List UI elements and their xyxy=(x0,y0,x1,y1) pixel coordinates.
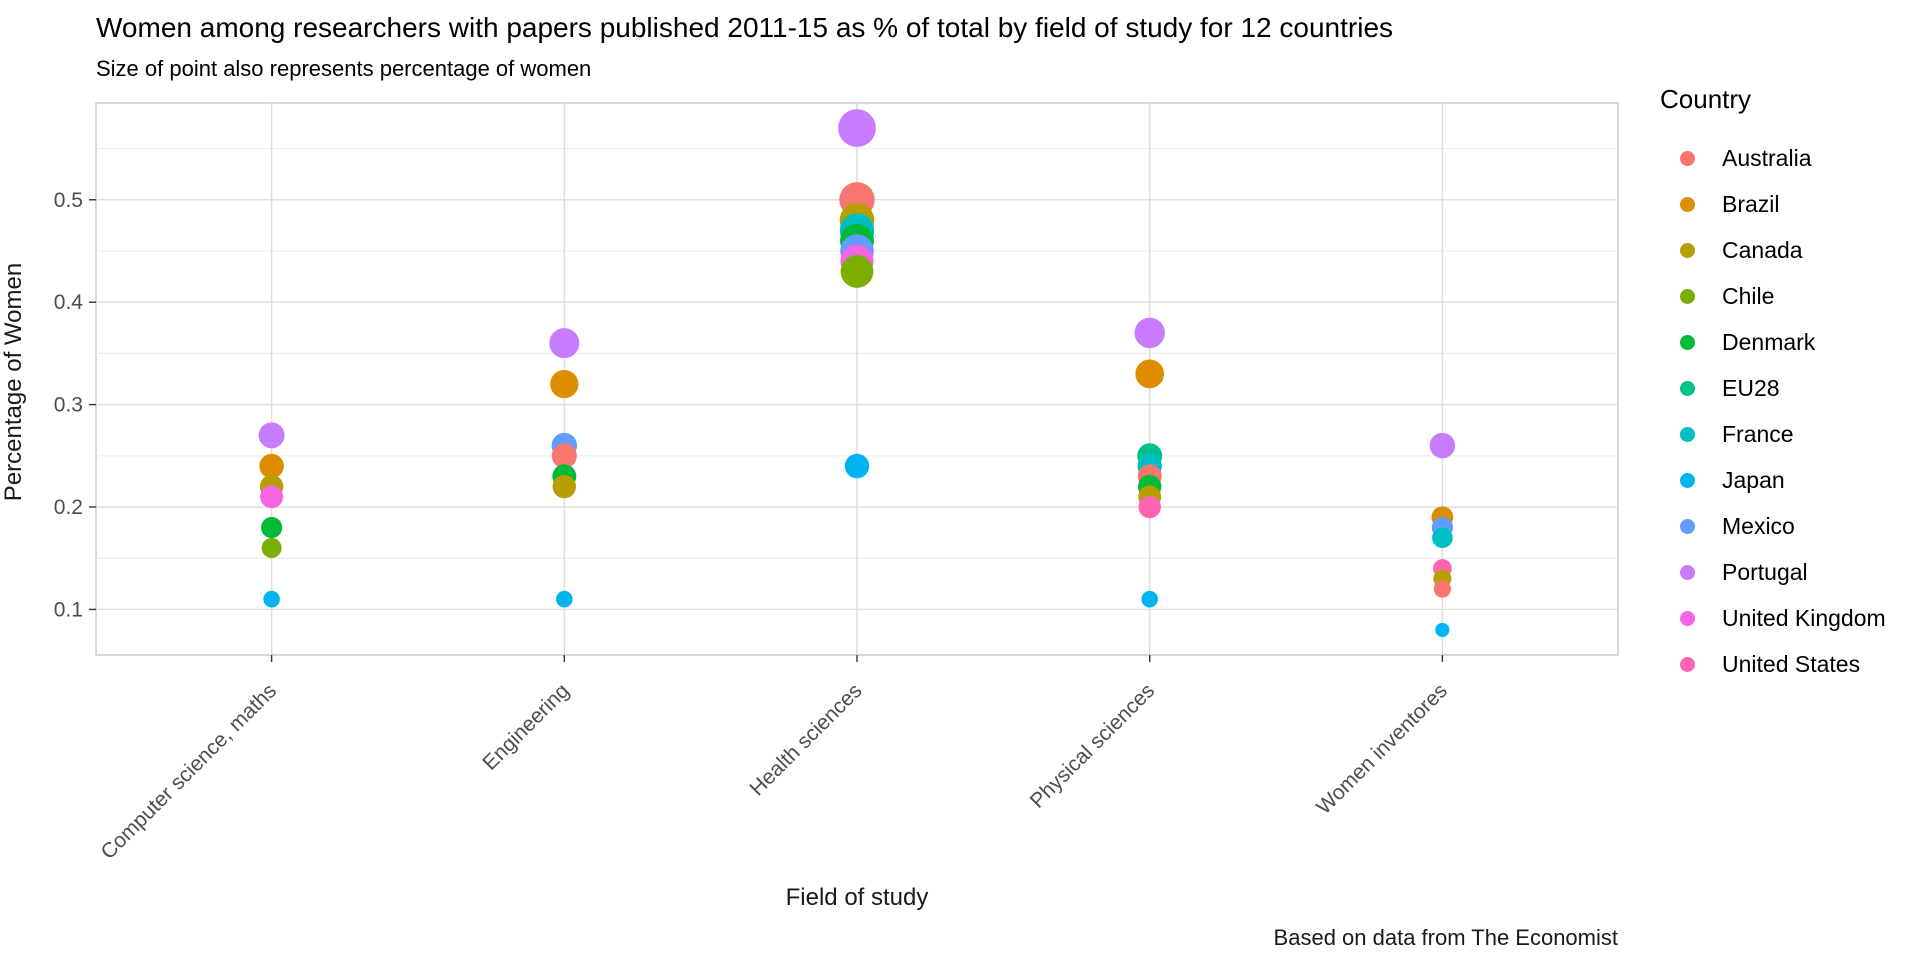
data-point xyxy=(556,590,573,608)
data-point xyxy=(552,474,577,499)
legend-dot-icon xyxy=(1680,564,1695,580)
legend-dot-icon xyxy=(1680,334,1695,350)
x-tick-label: Physical sciences xyxy=(1026,679,1159,812)
legend-item-label: Portugal xyxy=(1722,558,1808,585)
legend-dot-icon xyxy=(1680,472,1695,488)
data-point xyxy=(1141,590,1158,608)
data-point xyxy=(259,453,284,479)
y-tick-label: 0.4 xyxy=(54,291,84,314)
data-point xyxy=(1432,527,1453,549)
data-point xyxy=(1435,622,1450,637)
legend-item-australia: Australia xyxy=(1660,135,1910,181)
data-point xyxy=(1138,495,1161,519)
legend-item-label: EU28 xyxy=(1722,374,1780,401)
legend-item-label: United States xyxy=(1722,650,1861,677)
legend-dot-icon xyxy=(1680,288,1695,304)
legend-item-label: Australia xyxy=(1722,144,1812,171)
legend-dot-icon xyxy=(1680,610,1695,626)
legend-dot-icon xyxy=(1680,380,1695,396)
legend-item-eu28: EU28 xyxy=(1660,365,1910,411)
data-point xyxy=(844,453,870,479)
data-point xyxy=(1134,317,1165,349)
legend-item-label: Brazil xyxy=(1722,190,1780,217)
legend-dot-icon xyxy=(1680,196,1695,212)
legend-item-label: Denmark xyxy=(1722,328,1816,355)
legend-item-mexico: Mexico xyxy=(1660,503,1910,549)
data-point xyxy=(549,328,580,359)
legend-item-label: United Kingdom xyxy=(1722,604,1886,631)
legend-item-label: France xyxy=(1722,420,1794,447)
x-tick-label: Women inventores xyxy=(1312,679,1452,819)
chart-caption: Based on data from The Economist xyxy=(1273,925,1618,950)
y-tick-label: 0.5 xyxy=(54,189,83,212)
legend-item-label: Chile xyxy=(1722,282,1775,309)
y-tick-label: 0.2 xyxy=(54,496,83,519)
data-point xyxy=(258,422,285,449)
legend-dot-icon xyxy=(1680,242,1695,258)
legend-item-label: Japan xyxy=(1722,466,1785,493)
x-tick-label: Health sciences xyxy=(745,679,866,800)
x-tick-label: Computer science, maths xyxy=(97,679,282,864)
data-point xyxy=(263,590,280,608)
legend-item-united-states: United States xyxy=(1660,641,1910,687)
data-point xyxy=(838,109,876,147)
data-point xyxy=(1433,580,1452,598)
legend-dot-icon xyxy=(1680,656,1695,672)
data-point xyxy=(840,255,874,288)
data-point xyxy=(260,485,284,509)
legend-items: Australia Brazil Canada Chile Denmark EU28 Fra… xyxy=(1660,135,1910,687)
legend-title: Country xyxy=(1660,84,1752,114)
data-point xyxy=(1135,359,1165,389)
data-point xyxy=(261,516,283,539)
y-tick-label: 0.3 xyxy=(54,394,83,417)
legend-dot-icon xyxy=(1680,150,1695,166)
x-axis-title: Field of study xyxy=(785,884,929,911)
legend-item-canada: Canada xyxy=(1660,227,1910,273)
legend: Country Australia Brazil Canada Chile Denmar… xyxy=(1660,84,1910,687)
legend-dot-icon xyxy=(1680,518,1695,534)
data-point xyxy=(551,443,577,469)
x-tick-label: Engineering xyxy=(478,679,574,775)
legend-item-brazil: Brazil xyxy=(1660,181,1910,227)
data-point xyxy=(550,369,579,399)
legend-item-label: Canada xyxy=(1722,236,1803,263)
legend-item-denmark: Denmark xyxy=(1660,319,1910,365)
legend-item-france: France xyxy=(1660,411,1910,457)
legend-dot-icon xyxy=(1680,426,1695,442)
legend-item-united-kingdom: United Kingdom xyxy=(1660,595,1910,641)
chart-subtitle: Size of point also represents percentage… xyxy=(96,56,592,81)
y-tick-label: 0.1 xyxy=(54,598,83,621)
data-point xyxy=(261,537,282,558)
legend-item-chile: Chile xyxy=(1660,273,1910,319)
legend-item-label: Mexico xyxy=(1722,512,1795,539)
legend-item-japan: Japan xyxy=(1660,457,1910,503)
data-point xyxy=(1429,432,1456,459)
chart-title: Women among researchers with papers publ… xyxy=(96,12,1394,43)
legend-item-portugal: Portugal xyxy=(1660,549,1910,595)
